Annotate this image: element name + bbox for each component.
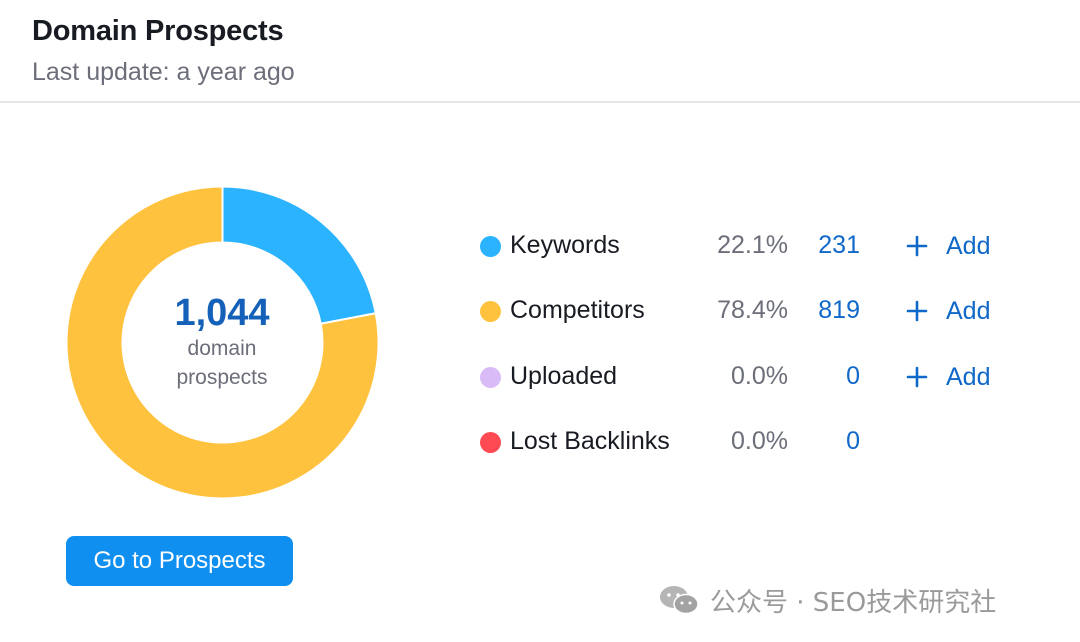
- legend-percent: 0.0%: [731, 427, 788, 455]
- add-competitors-button[interactable]: Add: [906, 293, 990, 329]
- legend-count-link[interactable]: 0: [846, 427, 860, 455]
- legend-label: Competitors: [510, 296, 645, 324]
- legend-label: Uploaded: [510, 362, 618, 390]
- legend-label: Lost Backlinks: [510, 427, 670, 455]
- wechat-icon: [660, 586, 699, 615]
- total-label-line2: prospects: [176, 366, 268, 389]
- card-title: Domain Prospects: [32, 15, 284, 47]
- donut-segment-competitors[interactable]: [66, 186, 379, 499]
- legend-percent: 0.0%: [731, 362, 788, 390]
- competitors-dot-icon: [480, 301, 501, 322]
- last-update-text: Last update: a year ago: [32, 58, 295, 86]
- watermark: 公众号 · SEO技术研究社: [658, 580, 996, 620]
- go-to-prospects-button[interactable]: Go to Prospects: [66, 536, 293, 586]
- legend-count-link[interactable]: 231: [818, 231, 860, 259]
- legend-count-link[interactable]: 0: [846, 362, 860, 390]
- watermark-text: 公众号 · SEO技术研究社: [710, 587, 997, 618]
- keywords-dot-icon: [480, 236, 501, 257]
- plus-icon: [906, 366, 928, 388]
- add-label: Add: [946, 362, 991, 391]
- legend-percent: 78.4%: [717, 296, 788, 324]
- plus-icon: [906, 300, 928, 322]
- legend-row-lost-backlinks: Lost Backlinks 0.0% 0: [480, 422, 1040, 462]
- total-label-line1: domain: [187, 337, 257, 360]
- legend-row-keywords: Keywords 22.1% 231 Add: [480, 226, 1040, 266]
- add-keywords-button[interactable]: Add: [906, 228, 990, 264]
- uploaded-dot-icon: [480, 367, 501, 388]
- total-prospects-value: 1,044: [174, 292, 270, 334]
- card-header: Domain Prospects Last update: a year ago: [0, 0, 1080, 103]
- add-label: Add: [946, 296, 991, 325]
- legend-row-uploaded: Uploaded 0.0% 0 Add: [480, 357, 1040, 397]
- donut-chart: [66, 186, 379, 499]
- plus-icon: [906, 235, 928, 257]
- total-prospects-label: domain prospects: [122, 334, 322, 392]
- legend-label: Keywords: [510, 231, 620, 259]
- add-label: Add: [946, 231, 991, 260]
- legend-count-link[interactable]: 819: [818, 296, 860, 324]
- add-uploaded-button[interactable]: Add: [906, 359, 990, 395]
- legend-row-competitors: Competitors 78.4% 819 Add: [480, 291, 1040, 331]
- legend-percent: 22.1%: [717, 231, 788, 259]
- lost-backlinks-dot-icon: [480, 432, 501, 453]
